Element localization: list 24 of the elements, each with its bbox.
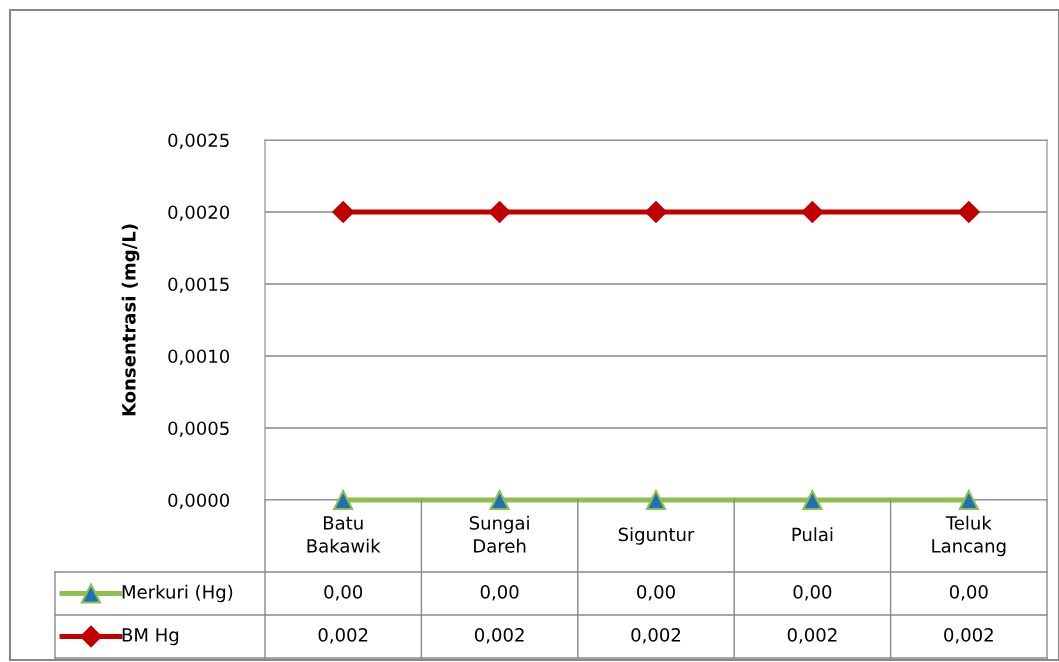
data-label: 0,002 — [944, 628, 993, 644]
y-tick-label: 0,0010 — [168, 349, 230, 365]
y-tick-label: 0,0025 — [168, 133, 229, 149]
x-tick-label: Sungai Dareh — [469, 515, 529, 553]
x-tick-label: Pulai — [792, 527, 833, 542]
y-axis-title: Konsentrasi (mg/L) — [121, 224, 140, 416]
data-label: 0,002 — [318, 628, 368, 644]
y-tick-label: 0,0020 — [168, 205, 230, 221]
data-label: 0,00 — [793, 585, 832, 601]
y-tick-label: 0,0015 — [168, 277, 229, 293]
legend-label: Merkuri (Hg) — [122, 584, 233, 603]
data-label: 0,00 — [480, 585, 519, 601]
y-tick-label: 0,0005 — [168, 421, 229, 437]
data-label: 0,00 — [637, 585, 675, 601]
data-label: 0,002 — [787, 628, 837, 644]
y-tick-label: 0,0000 — [168, 493, 230, 509]
legend-label: BM Hg — [122, 628, 179, 646]
data-label: 0,002 — [631, 628, 681, 644]
data-label: 0,00 — [949, 585, 988, 601]
x-tick-label: Batu Bakawik — [307, 516, 381, 553]
x-tick-label: Siguntur — [618, 527, 695, 545]
x-tick-label: Teluk Lancang — [932, 515, 1006, 557]
data-label: 0,002 — [474, 628, 524, 644]
data-label: 0,00 — [324, 585, 363, 601]
